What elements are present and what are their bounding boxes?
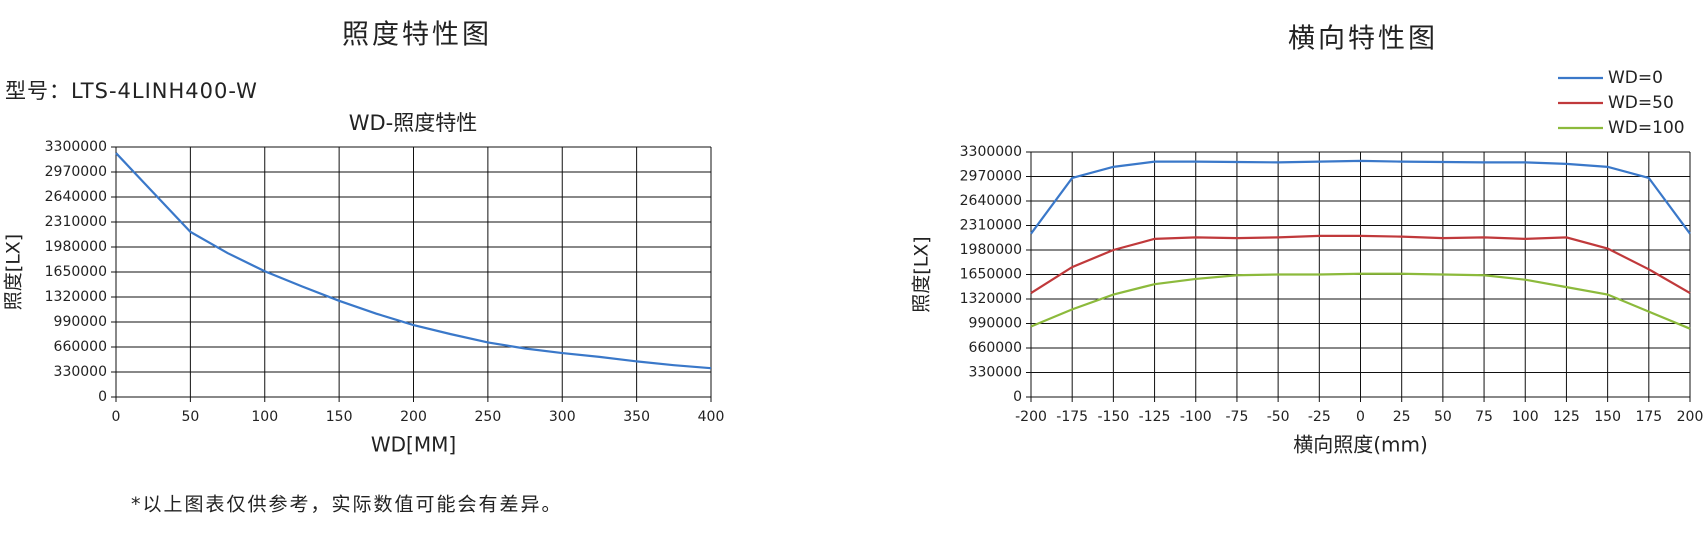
page-title: 照度特性图: [342, 20, 492, 51]
x-tick-label: 150: [326, 409, 353, 425]
x-tick-label: -50: [1267, 409, 1290, 425]
y-tick-label: 2310000: [960, 218, 1022, 234]
x-tick-label: -100: [1180, 409, 1212, 425]
x-tick-label: 200: [400, 409, 427, 425]
x-tick-label: -75: [1226, 409, 1249, 425]
legend-label: WD=100: [1608, 118, 1685, 138]
x-tick-label: 400: [698, 409, 725, 425]
y-tick-label: 1320000: [45, 289, 107, 305]
x-tick-label: 0: [1356, 409, 1365, 425]
y-tick-label: 1980000: [960, 242, 1022, 258]
x-tick-label: 200: [1677, 409, 1704, 425]
x-tick-label: -25: [1308, 409, 1331, 425]
x-tick-label: 350: [623, 409, 650, 425]
y-tick-label: 660000: [54, 339, 107, 355]
legend-label: WD=50: [1608, 93, 1674, 113]
x-tick-label: 75: [1475, 409, 1493, 425]
y-tick-label: 330000: [54, 364, 107, 380]
y-tick-label: 1320000: [960, 291, 1022, 307]
data-line: [115, 152, 712, 370]
x-tick-label: 0: [112, 409, 121, 425]
y-tick-label: 2310000: [45, 214, 107, 230]
x-tick-label: 100: [251, 409, 278, 425]
x-tick-label: -150: [1097, 409, 1129, 425]
x-tick-label: 250: [475, 409, 502, 425]
x-tick-label: 50: [181, 409, 199, 425]
y-tick-label: 330000: [969, 365, 1022, 381]
model-label: 型号：LTS-4LINH400-W: [5, 79, 258, 103]
y-tick-label: 1650000: [45, 264, 107, 280]
y-tick-label: 990000: [54, 314, 107, 330]
x-tick-label: 300: [549, 409, 576, 425]
x-tick-label: -125: [1139, 409, 1171, 425]
y-tick-label: 1650000: [960, 267, 1022, 283]
x-tick-label: 100: [1512, 409, 1539, 425]
chart-title: WD-照度特性: [349, 111, 478, 135]
x-axis-label: WD[MM]: [371, 433, 456, 457]
y-tick-label: 2640000: [960, 193, 1022, 209]
y-tick-label: 0: [98, 389, 107, 405]
footnote: *以上图表仅供参考，实际数值可能会有差异。: [131, 494, 563, 516]
y-tick-label: 990000: [969, 316, 1022, 332]
x-tick-label: -175: [1056, 409, 1088, 425]
y-axis-label: 照度[LX]: [911, 236, 933, 312]
y-tick-label: 3300000: [45, 139, 107, 155]
data-line: [1030, 159, 1691, 235]
y-tick-label: 660000: [969, 340, 1022, 356]
x-tick-label: 175: [1635, 409, 1662, 425]
x-tick-label: 25: [1393, 409, 1411, 425]
x-tick-label: 125: [1553, 409, 1580, 425]
y-tick-label: 1980000: [45, 239, 107, 255]
y-tick-label: 2970000: [960, 169, 1022, 185]
x-tick-label: -200: [1015, 409, 1047, 425]
y-tick-label: 2970000: [45, 164, 107, 180]
x-tick-label: 150: [1594, 409, 1621, 425]
y-tick-label: 3300000: [960, 144, 1022, 160]
x-tick-label: 50: [1434, 409, 1452, 425]
legend-label: WD=0: [1608, 68, 1663, 88]
y-axis-label: 照度[LX]: [3, 234, 25, 310]
page-title: 横向特性图: [1288, 24, 1438, 55]
y-tick-label: 2640000: [45, 189, 107, 205]
data-line: [1030, 272, 1691, 330]
data-line: [1030, 234, 1691, 295]
y-tick-label: 0: [1013, 389, 1022, 405]
x-axis-label: 横向照度(mm): [1293, 433, 1428, 457]
